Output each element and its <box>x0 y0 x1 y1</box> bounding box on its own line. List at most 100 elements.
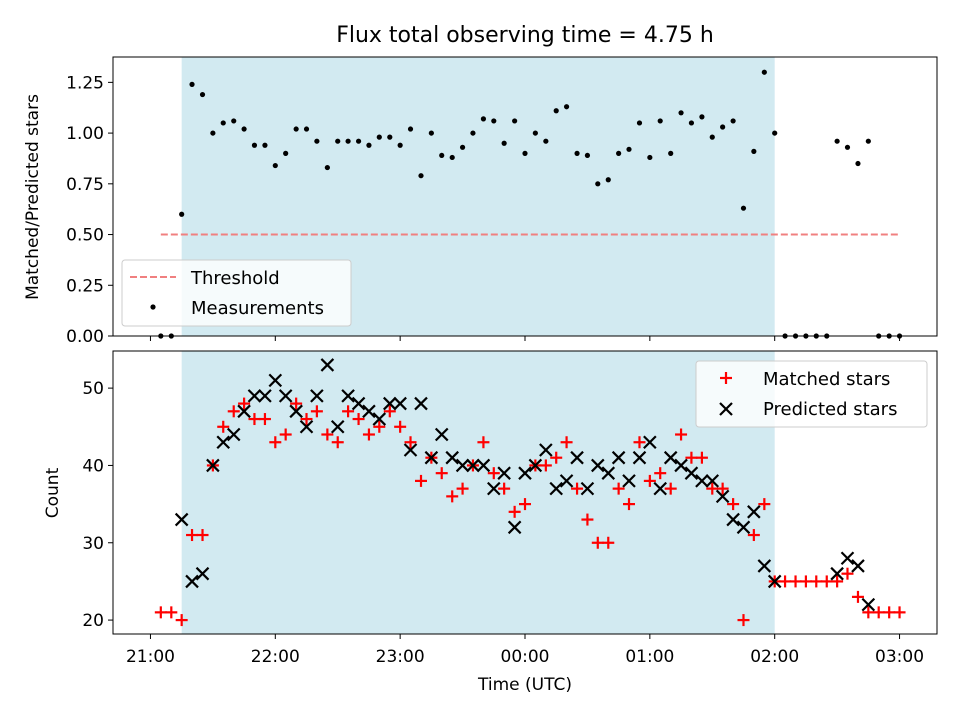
matched-star-point <box>446 490 459 503</box>
predicted-star-point <box>185 574 199 589</box>
measurement-point <box>459 144 466 150</box>
predicted-star-point <box>851 559 865 573</box>
measurement-point <box>772 130 778 136</box>
predicted-star-point <box>174 512 189 527</box>
matched-star-point <box>695 451 708 464</box>
bottom-y-axis-label: Count <box>43 467 63 518</box>
predicted-star-point <box>455 458 470 473</box>
bottom-legend: Matched stars Predicted stars <box>695 360 928 428</box>
matched-star-point <box>217 420 230 433</box>
matched-star-point <box>633 436 646 449</box>
predicted-star-point <box>861 597 876 612</box>
matched-star-point <box>310 405 323 418</box>
matched-star-point <box>799 575 812 588</box>
measurement-point <box>314 138 320 144</box>
matched-star-point <box>269 436 282 449</box>
matched-star-point <box>415 474 428 487</box>
predicted-star-point <box>611 450 626 465</box>
top-y-axis-label: Matched/Predicted stars <box>23 94 43 300</box>
predicted-star-point <box>268 373 283 388</box>
matched-star-point <box>519 498 531 511</box>
matched-star-point <box>279 428 292 441</box>
predicted-star-point <box>695 474 709 488</box>
measurement-point <box>553 108 559 114</box>
measurement-point <box>231 118 237 124</box>
matched-star-point <box>508 505 521 518</box>
measurement-point <box>241 126 247 132</box>
measurement-point <box>397 142 403 148</box>
x-tick-label: 01:00 <box>625 647 674 667</box>
matched-star-point <box>238 397 251 410</box>
measurement-point <box>345 138 351 144</box>
measurement-point <box>439 152 445 159</box>
predicted-star-point <box>591 458 605 473</box>
matched-star-point <box>643 474 656 487</box>
measurement-point <box>199 91 206 98</box>
measurement-point <box>834 138 840 144</box>
matched-star-point <box>706 482 719 495</box>
matched-star-point <box>435 467 448 480</box>
predicted-star-point <box>320 358 335 372</box>
measurement-point <box>293 126 299 132</box>
predicted-star-point <box>216 435 231 450</box>
measurement-point <box>512 118 518 124</box>
measurement-point <box>189 81 195 87</box>
predicted-star-point <box>258 389 272 403</box>
matched-star-point <box>758 498 771 511</box>
measurement-point <box>407 126 414 132</box>
measurement-point <box>751 148 757 154</box>
matched-star-point <box>352 413 365 426</box>
measurement-point <box>449 154 455 161</box>
predicted-star-point <box>414 396 428 411</box>
bottom-panel: 20 30 40 50 21:00 22:00 23:00 00:00 01:00 02:00 03… <box>43 350 938 695</box>
measurement-point <box>647 154 653 161</box>
predicted-star-point <box>206 458 220 473</box>
measurement-point <box>522 150 528 156</box>
predicted-star-point <box>310 389 324 403</box>
matched-star-point <box>498 482 511 495</box>
matched-star-point <box>779 575 792 588</box>
matched-star-point <box>893 606 906 619</box>
measurement-point <box>324 164 330 171</box>
top-panel: 0.00 0.25 0.50 0.75 1.00 1.25 Matched/Predict… <box>23 56 938 347</box>
top-legend-box <box>121 259 352 327</box>
matched-star-point <box>737 614 750 627</box>
predicted-star-point <box>497 466 511 480</box>
predicted-star-point <box>757 559 772 573</box>
matched-star-point <box>258 413 271 426</box>
legend-matched-label: Matched stars <box>763 369 890 390</box>
measurement-point <box>480 116 487 122</box>
predicted-star-point <box>466 458 480 473</box>
legend-predicted-label: Predicted stars <box>763 399 897 420</box>
measurement-point <box>761 69 767 75</box>
predicted-star-point <box>434 427 449 442</box>
top-legend: Threshold Measurements <box>121 259 352 327</box>
predicted-star-point <box>507 520 522 535</box>
measurement-point <box>720 124 726 130</box>
matched-star-point <box>477 436 490 449</box>
matched-star-point <box>342 405 355 418</box>
predicted-star-point <box>726 512 740 527</box>
x-tick-label: 21:00 <box>126 647 175 667</box>
legend-predicted-swatch <box>719 402 733 416</box>
measurement-point <box>283 150 289 156</box>
matched-star-point <box>154 606 167 619</box>
top-y-tick-label: 0.75 <box>66 175 104 195</box>
measurement-point <box>709 134 715 140</box>
matched-star-point <box>622 498 635 511</box>
predicted-star-point <box>643 435 657 450</box>
measurement-point <box>387 134 393 140</box>
measurement-point <box>563 104 570 110</box>
measurement-point <box>616 150 622 156</box>
matched-star-point <box>539 459 552 472</box>
measurement-point <box>262 142 268 148</box>
predicted-star-point <box>767 574 782 589</box>
predicted-star-point <box>476 458 491 473</box>
bottom-y-tick-label: 30 <box>82 534 104 554</box>
measurement-point <box>574 150 580 156</box>
matched-star-point <box>591 536 604 549</box>
matched-star-point <box>394 420 407 433</box>
predicted-star-point <box>559 474 574 488</box>
matched-star-point <box>186 529 199 542</box>
